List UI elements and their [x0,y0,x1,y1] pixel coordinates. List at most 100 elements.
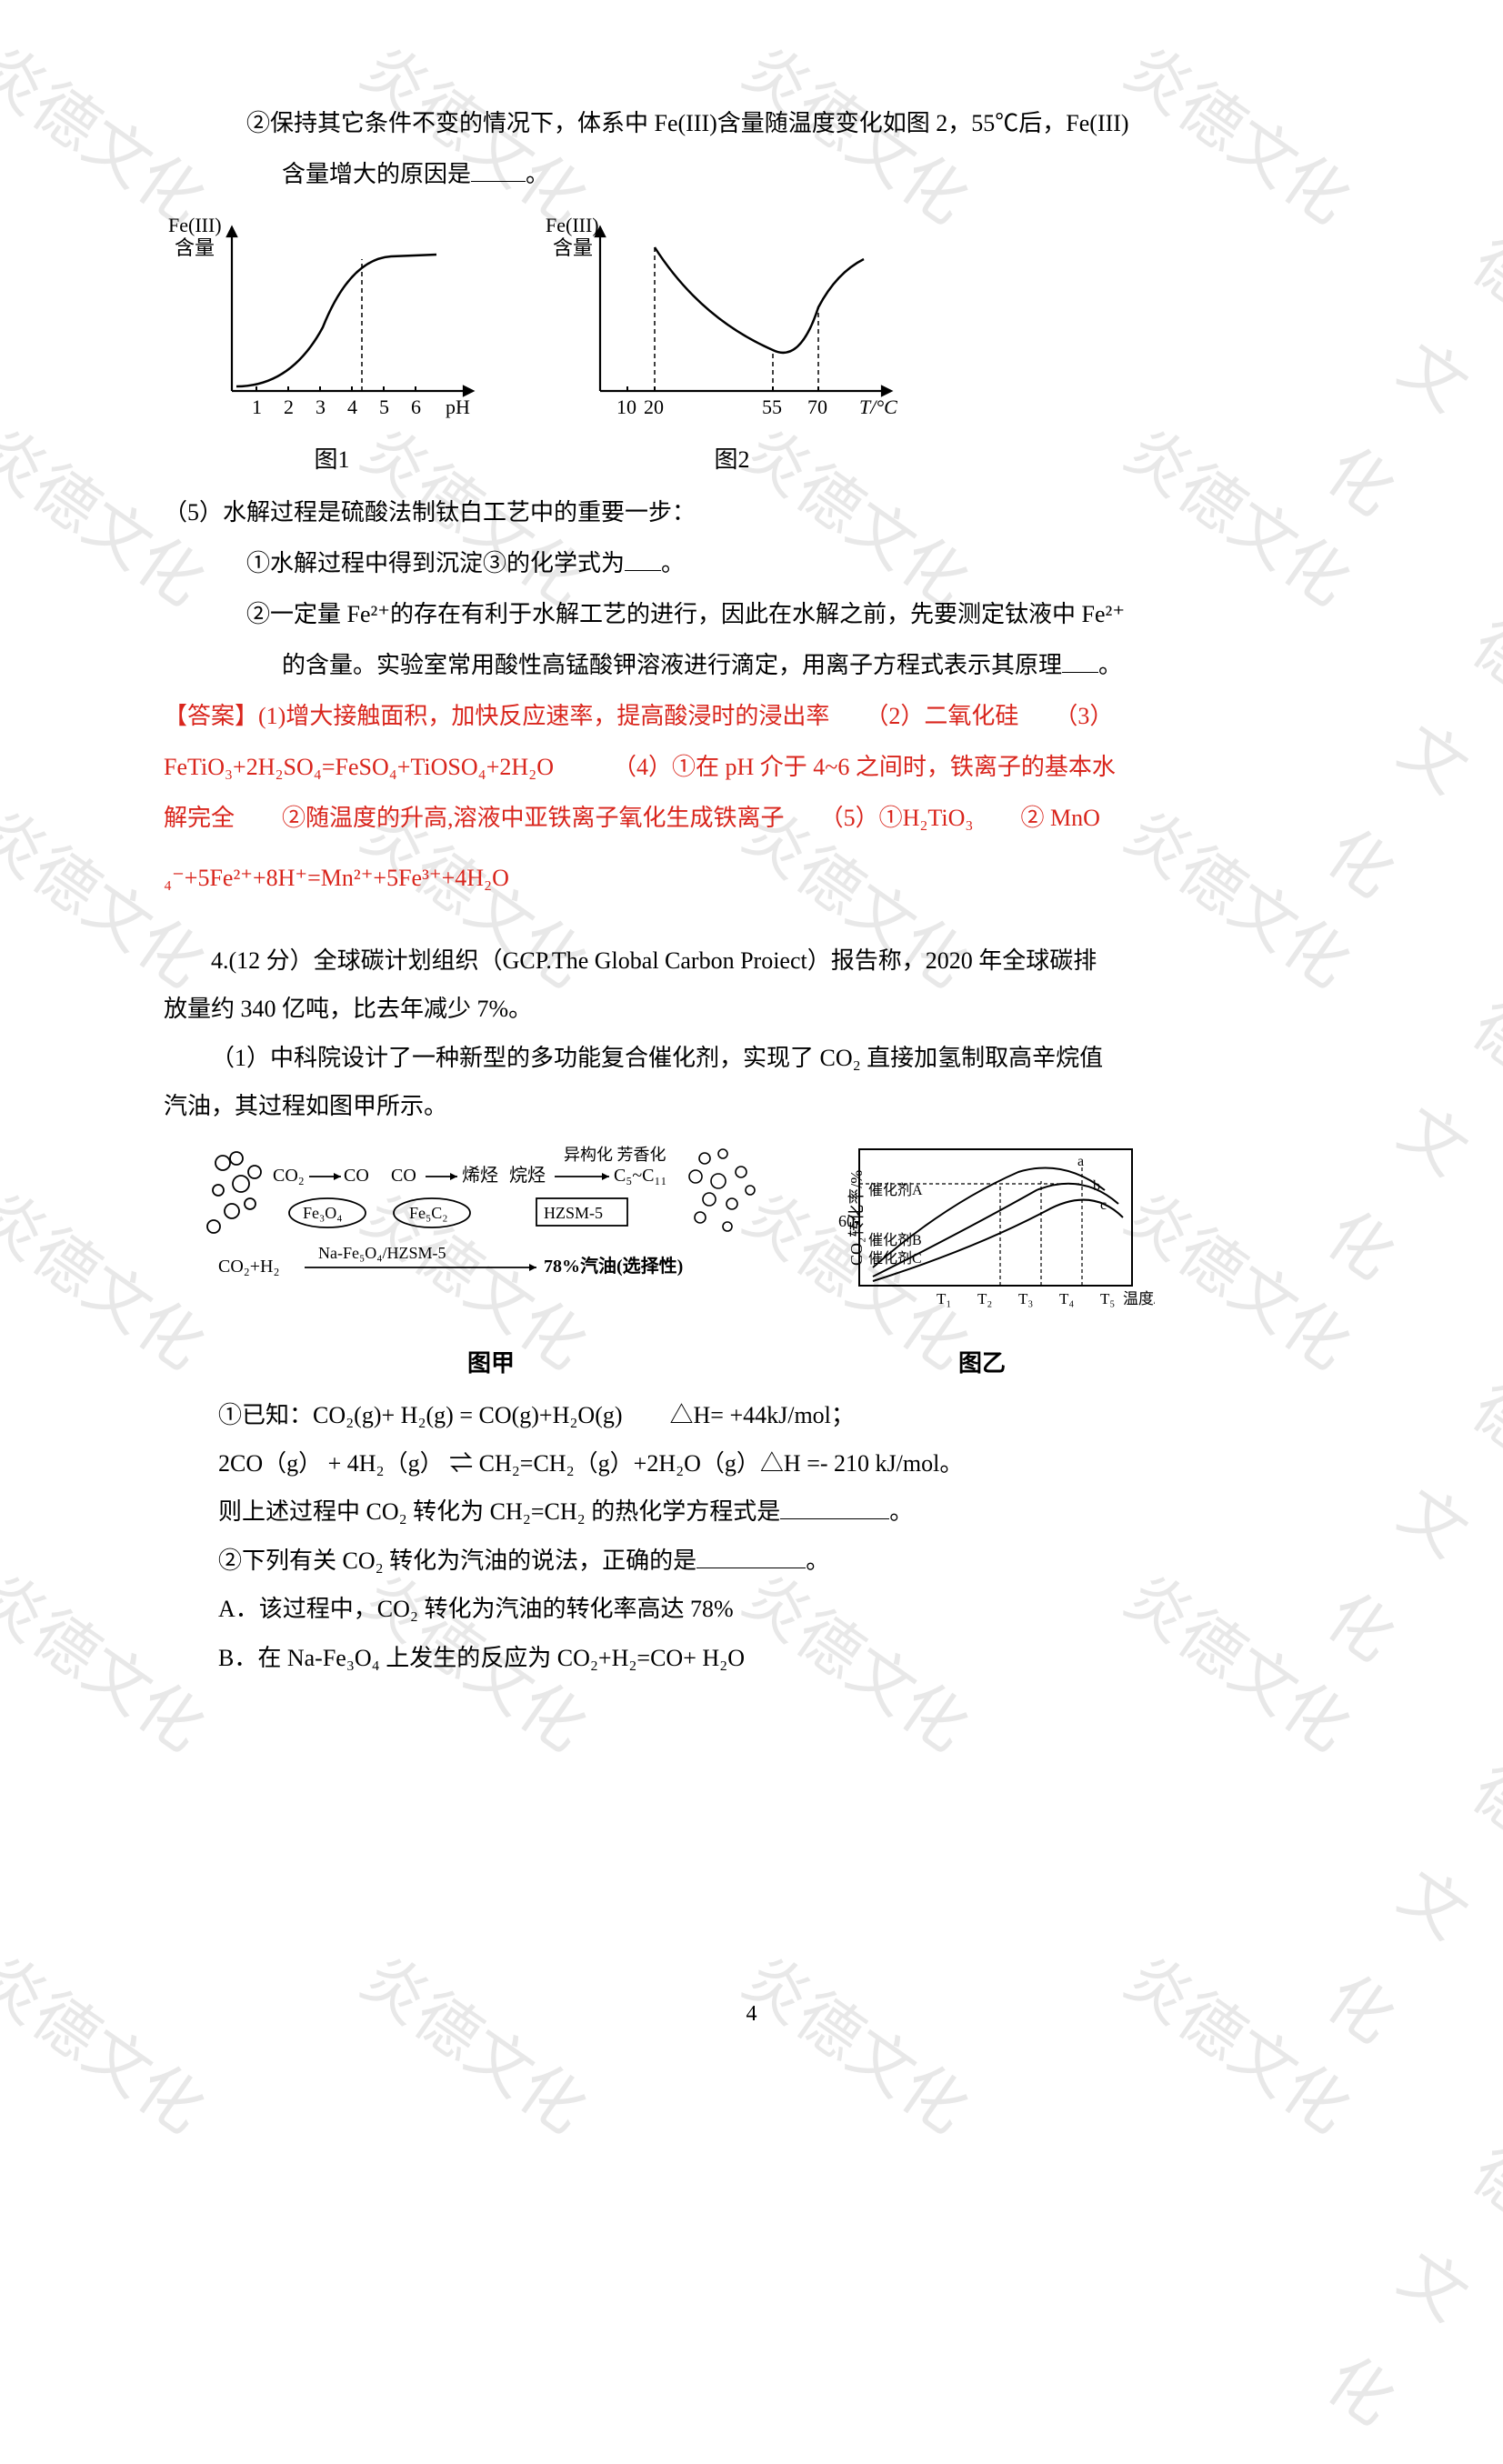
chart2-block: Fe(III) 含量 T/°C 10 20 55 70 [546,209,918,484]
svg-text:含量: 含量 [175,236,215,259]
svg-text:烯烃: 烯烃 [462,1165,498,1186]
watermark: 炎德文化 [332,1920,614,2170]
q5-2b-text: 的含量。实验室常用酸性高锰酸钾溶液进行滴定，用离子方程式表示其原理 [282,652,1062,678]
svg-text:Fe₅C₂: Fe₅C₂ [409,1204,448,1222]
watermark: 炎德文化 [0,1920,232,2170]
fig-yi-block: CO₂转化率/% 60 催化剂A 催化剂B 催化剂C [809,1140,1155,1387]
charts-row: Fe(III) 含量 pH 1 2 3 4 5 6 [164,209,1339,484]
svg-text:HZSM-5: HZSM-5 [544,1204,603,1222]
svg-text:60: 60 [838,1212,855,1230]
q5-1-text: ①水解过程中得到沉淀③的化学式为 [246,550,625,576]
q4-l4: ②下列有关 CO₂ 转化为汽油的说法，正确的是。 [218,1538,1339,1583]
svg-text:5: 5 [379,396,389,418]
page-number: 4 [746,1992,757,2036]
q4-stem: 4.(12 分）全球碳计划组织（GCP.The Global Carbon Pr… [164,938,1339,983]
chart2-svg: Fe(III) 含量 T/°C 10 20 55 70 [546,209,918,418]
fig-jia-svg: CO₂ CO CO 烯烃 烷烃 异构化 芳香化 C₅~C₁₁ [200,1140,782,1322]
svg-text:Fe₃O₄: Fe₃O₄ [303,1204,343,1222]
svg-text:70: 70 [807,396,827,418]
chart1-caption: 图1 [164,436,500,484]
q-part2-line2: 含量增大的原因是。 [164,151,1339,198]
svg-text:温度/K: 温度/K [1123,1290,1155,1307]
svg-text:T₄: T₄ [1059,1290,1074,1307]
fig-jia-caption: 图甲 [200,1340,782,1387]
q5-1: ①水解过程中得到沉淀③的化学式为。 [164,540,1339,587]
svg-text:3: 3 [316,396,326,418]
svg-text:b: b [1093,1178,1100,1194]
chart2-caption: 图2 [546,436,918,484]
svg-text:CO: CO [391,1166,416,1186]
svg-text:T₂: T₂ [977,1290,992,1307]
q4-optB: B．在 Na-Fe₃O₄ 上发生的反应为 CO₂+H₂=CO+ H₂O [218,1636,1339,1680]
svg-text:1: 1 [252,396,262,418]
svg-text:CO₂+H₂: CO₂+H₂ [218,1257,279,1277]
svg-text:a: a [1077,1154,1084,1169]
answer-line2: FeTiO₃+2H₂SO₄=FeSO₄+TiOSO₄+2H₂O （4）①在 pH… [164,744,1339,791]
blank [1062,646,1098,673]
q4-p1: （1）中科院设计了一种新型的多功能复合催化剂，实现了 CO₂ 直接加氢制取高辛烷… [164,1036,1339,1080]
q4-l3: 则上述过程中 CO₂ 转化为 CH₂=CH₂ 的热化学方程式是。 [218,1489,1339,1534]
chart1-block: Fe(III) 含量 pH 1 2 3 4 5 6 [164,209,500,484]
answer-line4: ₄⁻+5Fe²⁺+8H⁺=Mn²⁺+5Fe³⁺+4H₂O [164,855,1339,902]
watermark: 炎德文化 [1297,2009,1503,2464]
blank [471,155,526,182]
answer-line1: 【答案】(1)增大接触面积，加快反应速率，提高酸浸时的浸出率 （2）二氧化硅 （… [164,693,1339,740]
q4-l2: 2CO（g） + 4H₂（g） ⇌ CH₂=CH₂（g）+2H₂O（g）△H =… [218,1441,1339,1486]
fig-yi-svg: CO₂转化率/% 60 催化剂A 催化剂B 催化剂C [809,1140,1155,1322]
fig-jia-block: CO₂ CO CO 烯烃 烷烃 异构化 芳香化 C₅~C₁₁ [200,1140,782,1387]
svg-text:含量: 含量 [553,236,593,259]
q5-stem: （5）水解过程是硫酸法制钛白工艺中的重要一步： [164,489,1339,536]
answer-block: 【答案】(1)增大接触面积，加快反应速率，提高酸浸时的浸出率 （2）二氧化硅 （… [164,693,1339,902]
answer-a2: （2）二氧化硅 [877,703,1018,729]
svg-text:T₅: T₅ [1100,1290,1115,1307]
q4-stem2: 放量约 340 亿吨，比去年减少 7%。 [164,987,1339,1031]
figure-row: CO₂ CO CO 烯烃 烷烃 异构化 芳香化 C₅~C₁₁ [164,1140,1339,1387]
svg-text:CO: CO [344,1166,369,1186]
answer-a4-1: （4）①在 pH 介于 4~6 之间时，铁离子的基本水 [625,754,1116,780]
svg-text:CO₂: CO₂ [273,1166,305,1186]
svg-text:Fe(III): Fe(III) [168,214,222,236]
watermark: 炎德文化 [1297,1628,1503,2083]
svg-text:2: 2 [284,396,294,418]
chart1-svg: Fe(III) 含量 pH 1 2 3 4 5 6 [164,209,500,418]
q4-optA: A．该过程中，CO₂ 转化为汽油的转化率高达 78% [218,1587,1339,1631]
svg-text:20: 20 [644,396,664,418]
q5-2b: 的含量。实验室常用酸性高锰酸钾溶液进行滴定，用离子方程式表示其原理。 [164,642,1339,689]
blank [780,1494,889,1520]
svg-text:C₅~C₁₁: C₅~C₁₁ [614,1166,666,1186]
blank [625,545,661,571]
svg-text:10: 10 [616,396,636,418]
q4-l1: ①已知：CO₂(g)+ H₂(g) = CO(g)+H₂O(g) △H= +44… [218,1393,1339,1437]
svg-text:催化剂C: 催化剂C [868,1250,922,1267]
answer-eq1: FeTiO₃+2H₂SO₄=FeSO₄+TiOSO₄+2H₂O [164,754,554,780]
answer-a1: (1)增大接触面积，加快反应速率，提高酸浸时的浸出率 [258,703,829,729]
watermark: 炎德文化 [1096,1920,1378,2170]
answer-line3: 解完全 ②随温度的升高,溶液中亚铁离子氧化生成铁离子 （5）①H₂TiO₃ ② … [164,795,1339,842]
svg-text:T/°C: T/°C [859,396,897,418]
svg-text:T₁: T₁ [937,1290,951,1307]
q-part2-line1: ②保持其它条件不变的情况下，体系中 Fe(III)含量随温度变化如图 2，55℃… [164,100,1339,147]
q4-p1b: 汽油，其过程如图甲所示。 [164,1084,1339,1128]
svg-text:c: c [1100,1197,1107,1213]
answer-a4-2: ②随温度的升高,溶液中亚铁离子氧化生成铁离子 [282,805,785,831]
svg-text:催化剂A: 催化剂A [868,1182,923,1198]
q4-l4-text: ②下列有关 CO₂ 转化为汽油的说法，正确的是 [218,1548,696,1574]
svg-text:烷烃: 烷烃 [509,1165,546,1186]
svg-text:T₃: T₃ [1018,1290,1033,1307]
svg-text:4: 4 [347,396,357,418]
svg-text:55: 55 [762,396,782,418]
svg-text:78%汽油(选择性): 78%汽油(选择性) [544,1255,683,1277]
svg-text:Fe(III): Fe(III) [546,214,599,236]
svg-text:Na-Fe₅O₄/HZSM-5: Na-Fe₅O₄/HZSM-5 [318,1244,446,1262]
q4-lines: ①已知：CO₂(g)+ H₂(g) = CO(g)+H₂O(g) △H= +44… [164,1393,1339,1680]
answer-a3: （3） [1066,703,1113,729]
watermark: 炎德文化 [714,1920,996,2170]
answer-a5-1: （5）①H₂TiO₃ [832,805,974,831]
svg-text:6: 6 [411,396,421,418]
answer-label: 【答案】 [164,703,258,729]
q-part2b-text: 含量增大的原因是 [282,161,471,187]
svg-text:pH: pH [446,396,470,418]
fig-yi-caption: 图乙 [809,1340,1155,1387]
svg-text:异构化 芳香化: 异构化 芳香化 [564,1146,666,1164]
q5-2a: ②一定量 Fe²⁺的存在有利于水解工艺的进行，因此在水解之前，先要测定钛液中 F… [164,591,1339,638]
